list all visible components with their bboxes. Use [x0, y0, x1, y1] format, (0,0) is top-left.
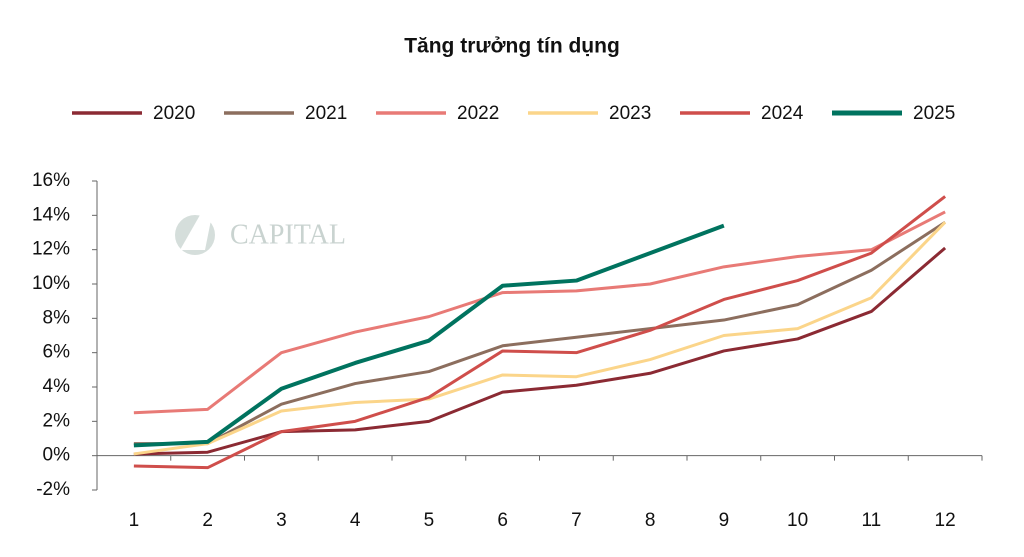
x-tick-label: 11 [862, 510, 882, 531]
y-tick-label: 10% [32, 273, 70, 294]
chart-title: Tăng trưởng tín dụng [404, 35, 620, 58]
y-tick-label: 8% [43, 307, 71, 328]
y-tick-label: 6% [43, 342, 71, 363]
legend-label: 2021 [305, 103, 347, 124]
x-tick-label: 7 [571, 510, 582, 531]
y-tick-label: 12% [32, 239, 70, 260]
watermark-logo [175, 215, 215, 255]
series-line [133, 220, 946, 446]
y-tick-label: 14% [32, 204, 70, 225]
x-tick-label: 2 [202, 510, 213, 531]
x-tick-label: 1 [129, 510, 140, 531]
series-line [133, 223, 725, 448]
legend-label: 2023 [609, 103, 651, 124]
y-tick-label: 4% [43, 376, 71, 397]
y-tick-label: 16% [32, 170, 70, 191]
legend-label: 2022 [457, 103, 499, 124]
series-line [133, 246, 947, 456]
y-tick-label: 0% [43, 445, 71, 466]
x-tick-label: 3 [276, 510, 287, 531]
x-tick-label: 8 [645, 510, 656, 531]
series-line [133, 195, 947, 470]
x-tick-label: 10 [787, 510, 808, 531]
y-tick-label: -2% [36, 479, 70, 500]
legend-label: 2024 [761, 103, 804, 124]
series-line [133, 221, 947, 456]
x-tick-label: 12 [935, 510, 956, 531]
x-tick-label: 9 [719, 510, 730, 531]
x-tick-label: 6 [497, 510, 508, 531]
legend-label: 2020 [153, 103, 195, 124]
legend-label: 2025 [913, 103, 955, 124]
series-line [133, 210, 946, 415]
x-tick-label: 5 [424, 510, 435, 531]
y-tick-label: 2% [43, 410, 71, 431]
x-tick-label: 4 [350, 510, 361, 531]
watermark: CAPITAL [230, 219, 346, 250]
